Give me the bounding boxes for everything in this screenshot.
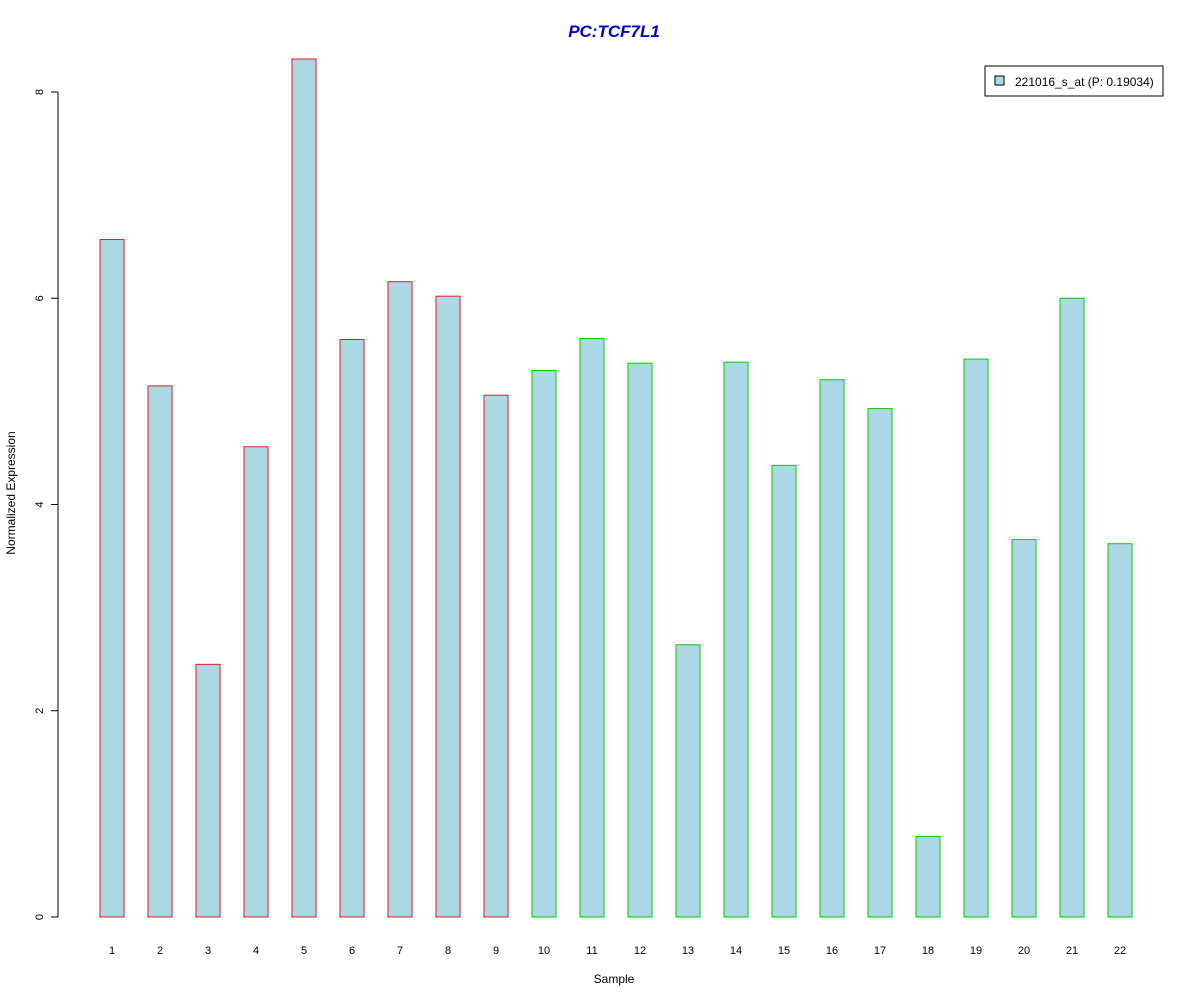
legend-swatch <box>994 75 1005 86</box>
bar-sample-19 <box>963 358 989 918</box>
bar-sample-13 <box>675 644 701 918</box>
x-tick-label: 22 <box>1114 945 1126 957</box>
y-axis: 0 2 4 6 8 <box>34 89 59 920</box>
y-tick-label: 4 <box>34 501 46 507</box>
x-tick-label: 18 <box>922 945 934 957</box>
y-tick-label: 2 <box>34 708 46 714</box>
bar-sample-3 <box>195 663 221 918</box>
x-tick-label: 9 <box>493 945 499 957</box>
x-tick-label: 16 <box>826 945 838 957</box>
x-tick-label: 15 <box>778 945 790 957</box>
x-tick-label: 10 <box>538 945 550 957</box>
legend-box <box>984 65 1164 97</box>
bar-sample-18 <box>915 836 941 918</box>
y-axis-title: Normalized Expression <box>4 431 18 554</box>
chart-title: PC:TCF7L1 <box>568 22 660 41</box>
legend-label: 221016_s_at (P: 0.19034) <box>1015 75 1154 89</box>
bar-sample-2 <box>147 385 173 918</box>
x-tick-label: 12 <box>634 945 646 957</box>
bar-sample-21 <box>1059 297 1085 918</box>
bar-sample-5 <box>291 58 317 918</box>
bar-sample-11 <box>579 337 605 918</box>
y-tick-label: 8 <box>34 89 46 95</box>
x-tick-label: 4 <box>253 945 259 957</box>
x-axis-title: Sample <box>594 972 635 986</box>
bar-sample-9 <box>483 394 509 918</box>
bar-sample-6 <box>339 339 365 918</box>
bars <box>99 58 1133 918</box>
bar-sample-17 <box>867 408 893 918</box>
bar-sample-20 <box>1011 539 1037 918</box>
x-tick-label: 20 <box>1018 945 1030 957</box>
x-tick-label: 11 <box>586 945 597 957</box>
bar-sample-1 <box>99 238 125 918</box>
x-tick-label: 3 <box>205 945 211 957</box>
x-tick-label: 14 <box>730 945 742 957</box>
bar-sample-12 <box>627 362 653 918</box>
x-tick-label: 2 <box>157 945 163 957</box>
y-tick-label: 6 <box>34 295 46 301</box>
x-tick-label: 5 <box>301 945 307 957</box>
x-tick-label: 21 <box>1066 945 1078 957</box>
x-tick-label: 13 <box>682 945 694 957</box>
y-tick-label: 0 <box>34 914 46 920</box>
legend: 221016_s_at (P: 0.19034) <box>984 65 1164 97</box>
x-tick-label: 17 <box>874 945 886 957</box>
bar-sample-16 <box>819 379 845 918</box>
bar-sample-10 <box>531 369 557 918</box>
x-tick-label: 8 <box>445 945 451 957</box>
x-tick-labels: 1 2 3 4 5 6 7 8 9 10 11 12 13 14 15 16 17 18 19 20 21 22 <box>109 945 1126 957</box>
bar-sample-8 <box>435 295 461 918</box>
x-tick-label: 19 <box>970 945 982 957</box>
bar-sample-7 <box>387 281 413 918</box>
x-tick-label: 7 <box>397 945 403 957</box>
x-tick-label: 1 <box>109 945 115 957</box>
bar-sample-14 <box>723 361 749 918</box>
x-tick-label: 6 <box>349 945 355 957</box>
bar-sample-15 <box>771 464 797 918</box>
bar-sample-22 <box>1107 543 1133 918</box>
bar-sample-4 <box>243 446 269 918</box>
